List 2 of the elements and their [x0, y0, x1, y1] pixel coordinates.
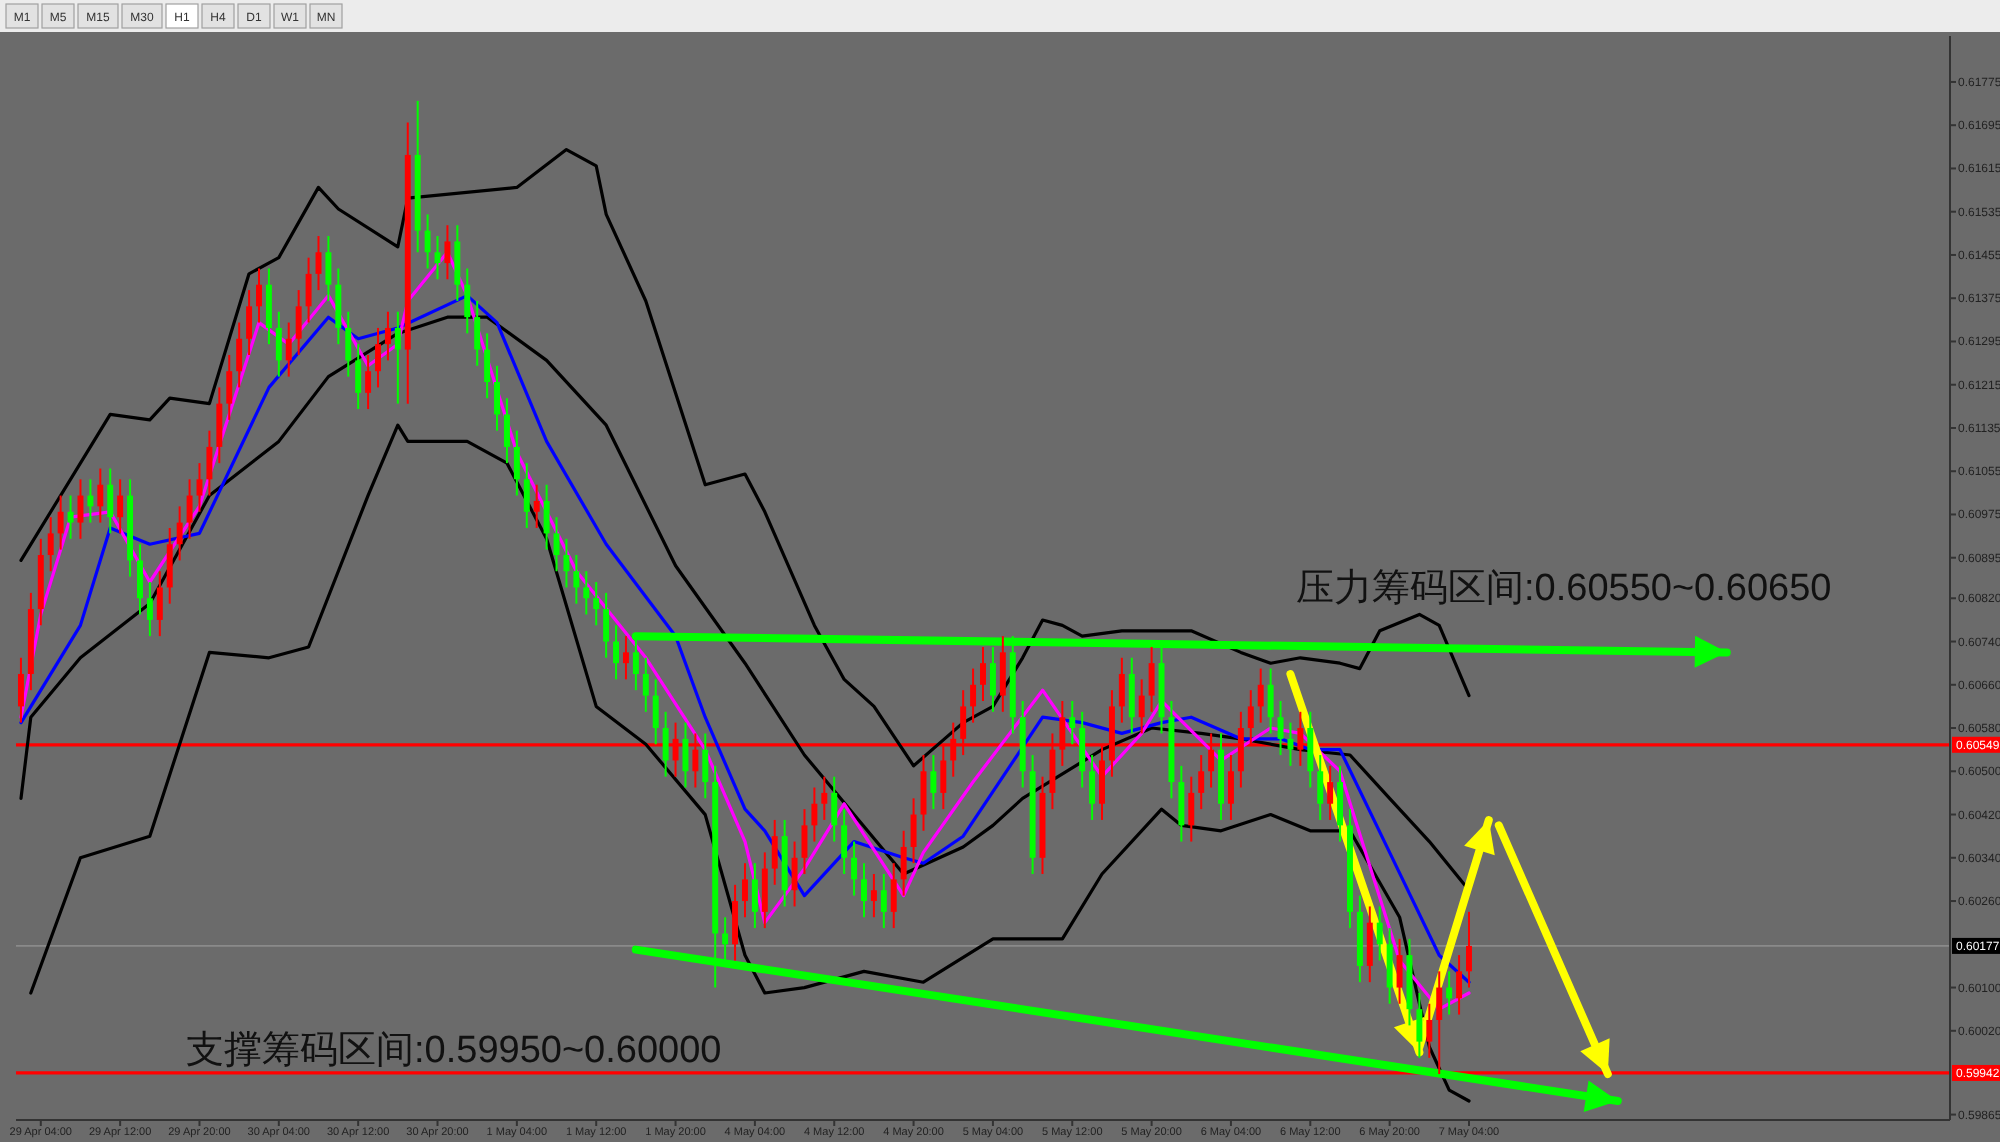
annotation: 支撑筹码区间:0.59950~0.60000 — [186, 1030, 722, 1072]
annotation: 压力筹码区间:0.60550~0.60650 — [1296, 568, 1832, 610]
